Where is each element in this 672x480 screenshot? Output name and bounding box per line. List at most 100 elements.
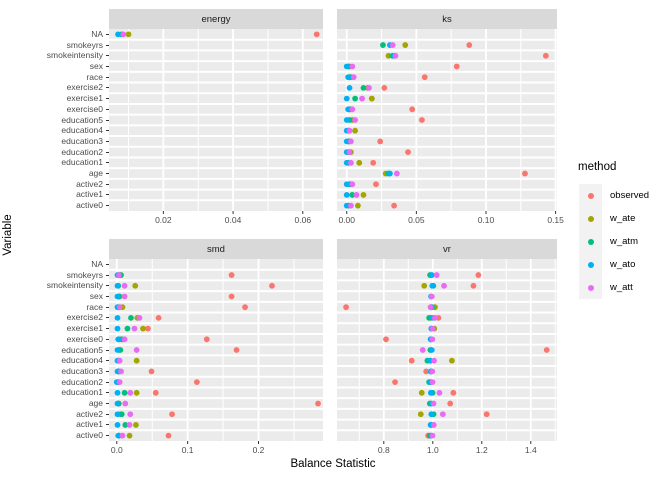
legend-dot-observed	[587, 192, 594, 199]
y-tick-mark	[106, 76, 109, 78]
legend-dot-w_att	[587, 284, 594, 291]
data-point-w_att	[392, 52, 399, 59]
y-tick-label: exercise1	[66, 323, 103, 334]
data-point-w_ate	[133, 389, 140, 396]
y-tick-label: active0	[76, 430, 103, 441]
data-point-w_ato	[343, 138, 350, 145]
y-tick-label: smokeintensity	[46, 50, 103, 61]
data-point-w_att	[428, 293, 435, 300]
data-point-observed	[391, 202, 397, 209]
data-point-observed	[373, 181, 379, 188]
y-tick-label: exercise0	[66, 333, 103, 344]
data-point-w_ato	[427, 389, 434, 396]
y-tick-label: education1	[61, 387, 103, 398]
data-point-w_att	[419, 347, 426, 353]
data-point-observed	[233, 347, 240, 353]
data-point-w_ate	[133, 357, 140, 364]
facet-strip-smd: smd	[109, 239, 323, 259]
y-tick-label: active2	[76, 408, 103, 419]
y-tick-mark	[106, 295, 109, 297]
x-tick-label: 0.04	[224, 215, 242, 225]
y-tick-mark	[106, 360, 109, 362]
y-tick-label: race	[86, 71, 103, 82]
data-point-w_ate	[421, 282, 428, 289]
data-point-w_att	[126, 422, 133, 428]
facet-strip-label: smd	[207, 243, 225, 255]
y-tick-label: NA	[91, 28, 103, 39]
data-point-w_ato	[343, 192, 350, 198]
data-point-observed	[450, 389, 457, 396]
data-point-w_att	[349, 106, 356, 113]
legend-dot-w_ato	[587, 261, 594, 268]
data-point-observed	[228, 272, 235, 278]
y-tick-mark	[106, 119, 109, 121]
legend-label-observed: observed	[610, 190, 650, 201]
y-tick-label: education4	[61, 125, 103, 136]
y-tick-label: NA	[91, 258, 103, 269]
data-point-w_ato	[114, 293, 121, 300]
data-point-observed	[169, 411, 175, 418]
y-tick-mark	[106, 151, 109, 153]
data-point-observed	[242, 304, 248, 311]
panel-background	[109, 259, 323, 441]
data-point-w_att	[348, 159, 354, 166]
y-tick-mark	[106, 108, 109, 110]
y-tick-label: education2	[61, 376, 103, 387]
y-tick-mark	[106, 194, 109, 196]
y-tick-mark	[106, 424, 109, 426]
legend-dot-w_ate	[587, 215, 594, 222]
data-point-observed	[405, 149, 411, 156]
y-tick-label: smokeyrs	[66, 39, 103, 50]
data-point-w_att	[136, 314, 143, 321]
data-point-w_att	[131, 325, 138, 332]
data-point-w_ate	[126, 432, 133, 439]
data-point-w_ate	[448, 357, 455, 364]
data-point-w_ato	[346, 84, 353, 91]
data-point-w_att	[429, 432, 436, 439]
data-point-w_ato	[114, 400, 121, 407]
data-point-w_ato	[343, 159, 350, 166]
data-point-w_att	[430, 422, 437, 428]
data-point-observed	[466, 42, 473, 48]
y-tick-label: education4	[61, 355, 103, 366]
y-tick-mark	[106, 403, 109, 405]
y-tick-label: exercise1	[66, 93, 103, 104]
data-point-w_atm	[349, 192, 356, 198]
data-point-w_att	[439, 411, 446, 418]
data-point-w_att	[349, 63, 356, 70]
data-point-w_ate	[417, 411, 424, 418]
y-tick-mark	[106, 328, 109, 330]
data-point-w_att	[431, 357, 437, 364]
data-point-observed	[542, 52, 549, 59]
panel-background	[109, 29, 323, 211]
data-point-w_ate	[132, 282, 139, 289]
data-point-w_att	[127, 411, 134, 418]
data-point-w_att	[433, 272, 440, 278]
legend-dot-w_atm	[587, 238, 594, 245]
data-point-observed	[145, 325, 151, 332]
x-tick-label: 0.8	[377, 445, 390, 455]
data-point-observed	[475, 272, 482, 278]
data-point-observed	[381, 84, 388, 91]
data-point-observed	[155, 314, 162, 321]
data-point-w_ato	[114, 411, 121, 418]
data-point-observed	[343, 304, 349, 311]
data-point-observed	[383, 336, 389, 343]
y-tick-mark	[106, 140, 109, 142]
y-tick-mark	[106, 413, 109, 415]
data-point-observed	[269, 282, 275, 289]
data-point-observed	[315, 400, 321, 407]
data-point-w_ato	[343, 63, 350, 70]
data-point-observed	[152, 389, 159, 396]
y-tick-label: active2	[76, 178, 103, 189]
data-point-w_ate	[354, 202, 361, 209]
y-tick-mark	[106, 183, 109, 185]
data-point-w_att	[133, 347, 140, 353]
y-tick-mark	[106, 162, 109, 164]
y-tick-mark	[106, 274, 109, 276]
data-point-w_att	[349, 181, 356, 188]
data-point-w_att	[353, 192, 360, 198]
data-point-w_ato	[345, 106, 352, 113]
x-tick-label: 0.05	[408, 215, 425, 225]
facet-strip-vr: vr	[337, 239, 557, 259]
